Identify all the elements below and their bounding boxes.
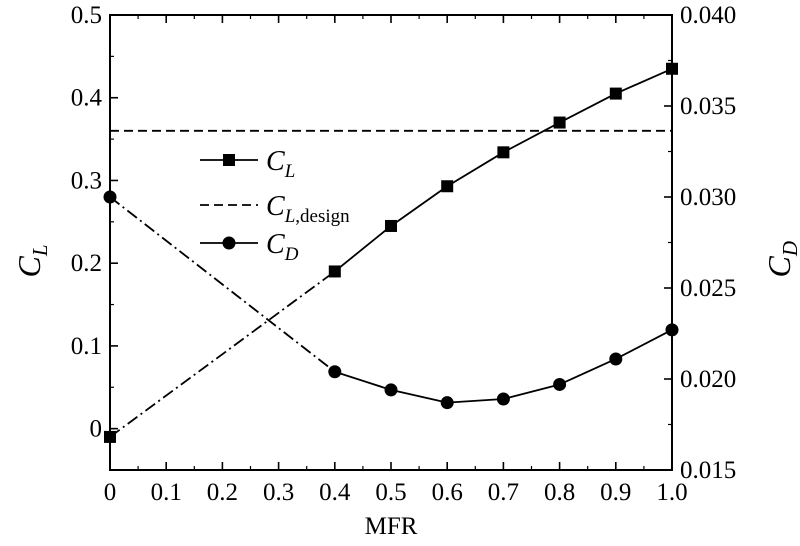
x-tick-label: 0.5 [375, 479, 406, 506]
series-2-segment [447, 398, 504, 404]
series-0-segment [502, 121, 561, 154]
x-tick-label: 0.7 [488, 479, 519, 506]
legend-label-0: CL [266, 146, 295, 182]
legend-marker-0 [223, 154, 235, 166]
series-2-segment [503, 383, 560, 400]
series-0-point [609, 87, 622, 100]
series-2-point [328, 365, 342, 379]
x-tick-label: 0.8 [544, 479, 575, 506]
x-tick-label: 0.2 [207, 479, 238, 506]
legend-label-2: CD [266, 229, 299, 265]
y-right-axis-title: CD [761, 241, 800, 278]
x-tick-label: 0 [104, 479, 117, 506]
series-0-point [666, 62, 678, 75]
series-2-segment [615, 329, 673, 360]
series-0-segment [390, 185, 448, 227]
axes-layer: 0 0.1 0.2 0.3 0.4 0.5 0.6 0.7 0.8 0.9 1.0 0 0.1 0.2 0.… [11, 2, 800, 540]
x-tick-label: 0.6 [432, 479, 463, 506]
y-right-tick-label: 0.020 [680, 366, 736, 393]
series-2-segment [334, 370, 392, 391]
y-right-tick-label: 0.025 [680, 275, 736, 302]
series-2-point [553, 377, 567, 391]
legend-marker-2 [222, 236, 236, 250]
x-tick-label: 0.4 [319, 479, 351, 506]
x-axis-title: MFR [365, 513, 418, 540]
series-0-point [497, 146, 510, 159]
series-2-point [496, 392, 510, 406]
series-0-segment [334, 225, 392, 273]
legend-label-1: CL,design [266, 191, 350, 227]
y-left-tick-label: 0.4 [71, 85, 103, 112]
x-tick-label: 0.3 [263, 479, 294, 506]
series-0-point [328, 265, 341, 278]
series-0-segment [559, 92, 617, 124]
series-0-point [385, 219, 397, 232]
series-0-segment [446, 151, 504, 188]
y-right-tick-label: 0.040 [680, 2, 736, 29]
series-2-point [103, 190, 117, 204]
y-right-tick-label: 0.015 [680, 457, 736, 484]
series-2-point [440, 396, 454, 410]
y-left-tick-label: 0.3 [71, 167, 102, 194]
y-left-tick-label: 0.2 [71, 250, 102, 277]
y-left-tick-label: 0.5 [71, 2, 102, 29]
series-0-point [441, 180, 454, 193]
series-0-segment [109, 270, 336, 438]
series-2-segment [109, 196, 336, 373]
series-2-point [665, 323, 679, 337]
series-2-point [609, 352, 623, 366]
series-layer [103, 62, 679, 443]
y-right-tick-label: 0.030 [680, 184, 736, 211]
plot-frame [109, 14, 673, 471]
series-0-point [553, 116, 566, 129]
series-2-segment [390, 389, 448, 404]
y-left-tick-label: 0 [90, 416, 103, 443]
series-2-point [384, 383, 398, 397]
series-0-point [104, 430, 116, 443]
y-left-tick-label: 0.1 [71, 333, 102, 360]
y-right-tick-label: 0.035 [680, 93, 736, 120]
series-0-segment [615, 67, 673, 95]
series-2-segment [559, 358, 617, 386]
x-tick-label: 1.0 [656, 479, 687, 506]
x-tick-label: 0.9 [600, 479, 631, 506]
y-left-axis-title: CL [11, 244, 52, 277]
x-tick-label: 0.1 [151, 479, 182, 506]
